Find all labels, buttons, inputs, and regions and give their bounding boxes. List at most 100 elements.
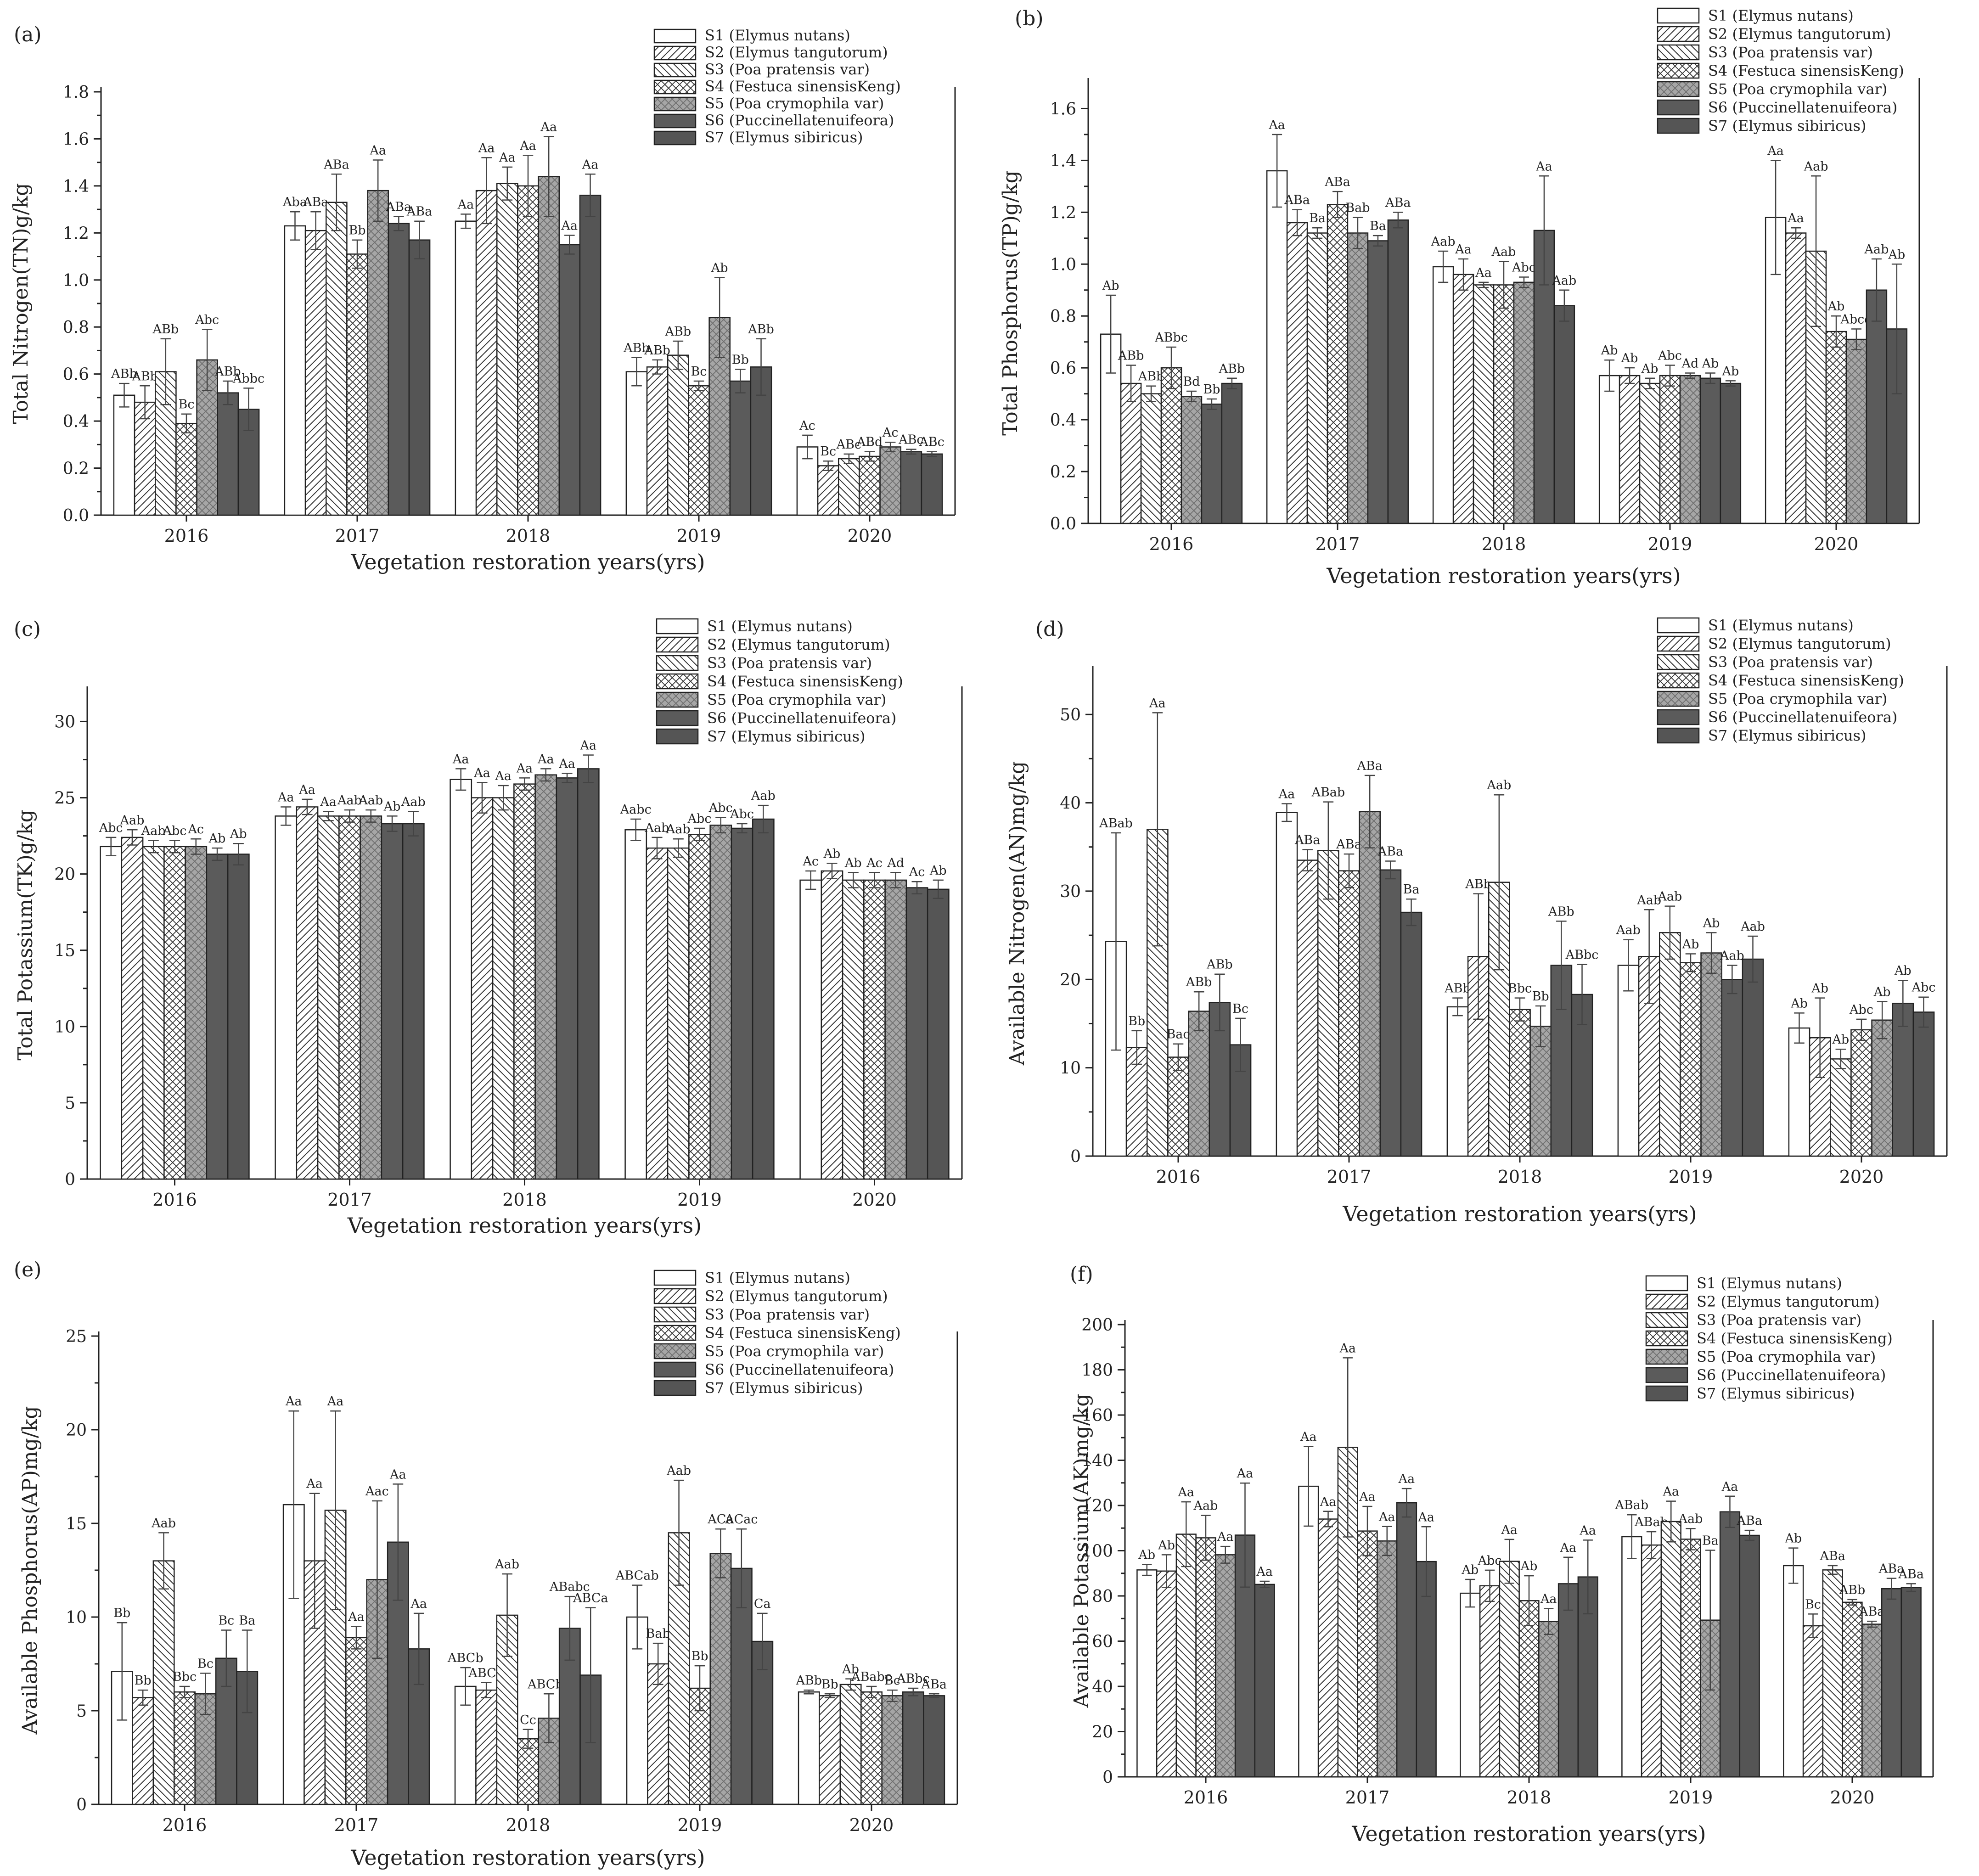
significance-label: Abc [687,812,712,826]
legend-swatch-s1 [1645,1275,1688,1292]
y-tick-label: 20 [66,1421,87,1440]
significance-label: Ba [1403,882,1420,897]
legend-label-s5: S5 (Poa crymophila var) [1708,80,1887,98]
legend-swatch-s6 [653,1361,697,1378]
bar-s6-2016 [1201,403,1223,524]
x-tick-label: 2018 [1482,534,1526,554]
x-tick-label: 2020 [1830,1787,1875,1808]
legend-label-s7: S7 (Elymus sibiricus) [1697,1385,1855,1402]
bar-s4-2018 [1518,1600,1540,1778]
bar-s2-2020 [821,870,843,1180]
bar-s5-2018 [534,774,557,1180]
bar-s1-2017 [1298,1485,1319,1778]
significance-label: Aa [410,1597,427,1611]
legend-swatch-s2 [1657,26,1700,42]
legend: S1 (Elymus nutans)S2 (Elymus tangutorum)… [653,27,901,146]
bar-s5-2016 [1215,1554,1236,1778]
bar-s7-2020 [1912,1011,1935,1157]
legend-swatch-s3 [656,655,699,671]
bar-s6-2019 [1699,377,1721,524]
y-tick-label: 0 [65,1170,75,1189]
x-tick-label: 2016 [1184,1787,1228,1808]
significance-label: Aa [1787,211,1804,225]
significance-label: ABa [1324,175,1350,189]
bar-s3-2019 [1659,932,1681,1157]
y-tick-label: 0.8 [1050,307,1076,326]
significance-label: ABbc [1154,331,1188,345]
significance-label: Ab [1138,1548,1155,1562]
y-axis-title: Total Nitrogen(TN)g/kg [9,183,33,424]
y-tick-label: 0.2 [1050,463,1076,482]
y-tick-label: 5 [76,1702,87,1721]
significance-label: Bb [821,1677,838,1691]
bar-s6-2019 [731,827,753,1180]
significance-label: Bc [218,1614,234,1628]
y-tick-label: 160 [1081,1406,1113,1425]
panel-label: (f) [1070,1263,1093,1286]
significance-label: Aa [1237,1466,1254,1481]
bar-s6-2020 [905,887,928,1180]
significance-label: Ab [1158,1538,1175,1552]
significance-label: Ac [799,419,815,433]
legend-swatch-s4 [1645,1330,1688,1347]
bar-s1-2017 [1266,170,1288,524]
significance-label: Aab [358,793,383,808]
significance-label: Aa [1339,1341,1356,1355]
bar-s6-2017 [381,823,404,1180]
bar-s6-2017 [1379,869,1402,1157]
significance-label: ABbc [1565,948,1599,962]
x-tick-label: 2019 [1669,1167,1713,1187]
significance-label: Aab [1486,778,1511,792]
panel-label: (d) [1035,618,1064,641]
significance-label: ABc [836,438,861,452]
significance-label: Ab [1721,364,1739,378]
significance-label: ABab [1311,786,1345,800]
bar-s2-2016 [132,1697,154,1805]
chart-panel-e: (e) 0 5 10 15 20 25 Available Phosphorus(AP)mg/… [14,1258,958,1870]
bar-s2-2019 [1641,1544,1662,1778]
significance-label: Bd [1183,375,1200,389]
x-tick-label: 2016 [163,1815,207,1835]
y-tick-label: 20 [54,865,75,884]
legend-label-s6: S6 (Puccinellatenuifeora) [707,709,896,727]
legend-label-s6: S6 (Puccinellatenuifeora) [1697,1366,1886,1384]
legend-label-s5: S5 (Poa crymophila var) [705,1342,884,1360]
legend: S1 (Elymus nutans)S2 (Elymus tangutorum)… [1657,617,1904,744]
significance-label: ABa [406,205,432,219]
legend-swatch-s1 [1657,7,1700,24]
significance-label: Aa [389,1467,406,1482]
y-axis-title: Available Potassium(AK)mg/kg [1070,1394,1093,1708]
bar-s5-2019 [1700,952,1723,1157]
legend-swatch-s2 [653,45,697,61]
bar-s4-2017 [1338,870,1360,1157]
significance-label: ABb [644,343,670,358]
significance-label: Ac [909,865,925,879]
significance-label: Ab [1832,1033,1849,1047]
legend-label-s3: S3 (Poa pratensis var) [1697,1311,1861,1329]
significance-label: Abc [1512,261,1536,275]
legend-label-s6: S6 (Puccinellatenuifeora) [705,112,894,129]
significance-label: ABb [623,341,650,355]
bar-s1-2017 [284,225,306,516]
bar-s3-2020 [1822,1569,1843,1778]
bar-s4-2016 [174,1691,196,1805]
bar-s5-2020 [881,1695,904,1805]
bar-s2-2020 [817,465,839,516]
legend-swatch-s5 [1657,81,1700,97]
y-tick-label: 20 [1060,971,1081,989]
legend-swatch-s7 [1657,118,1700,134]
significance-label: Aa [1560,1541,1577,1555]
significance-label: ACac [725,1512,758,1527]
bar-s3-2019 [1639,382,1661,524]
significance-label: Ac [187,822,204,837]
bar-s2-2016 [121,837,144,1180]
significance-label: Aab [120,813,145,827]
x-tick-label: 2020 [848,526,892,546]
bar-s2-2017 [296,806,319,1180]
legend-swatch-s5 [653,1343,697,1359]
bar-s6-2017 [1367,240,1389,524]
y-tick-label: 10 [54,1018,75,1037]
significance-label: Bab [646,1627,670,1641]
significance-label: Aa [582,157,599,172]
